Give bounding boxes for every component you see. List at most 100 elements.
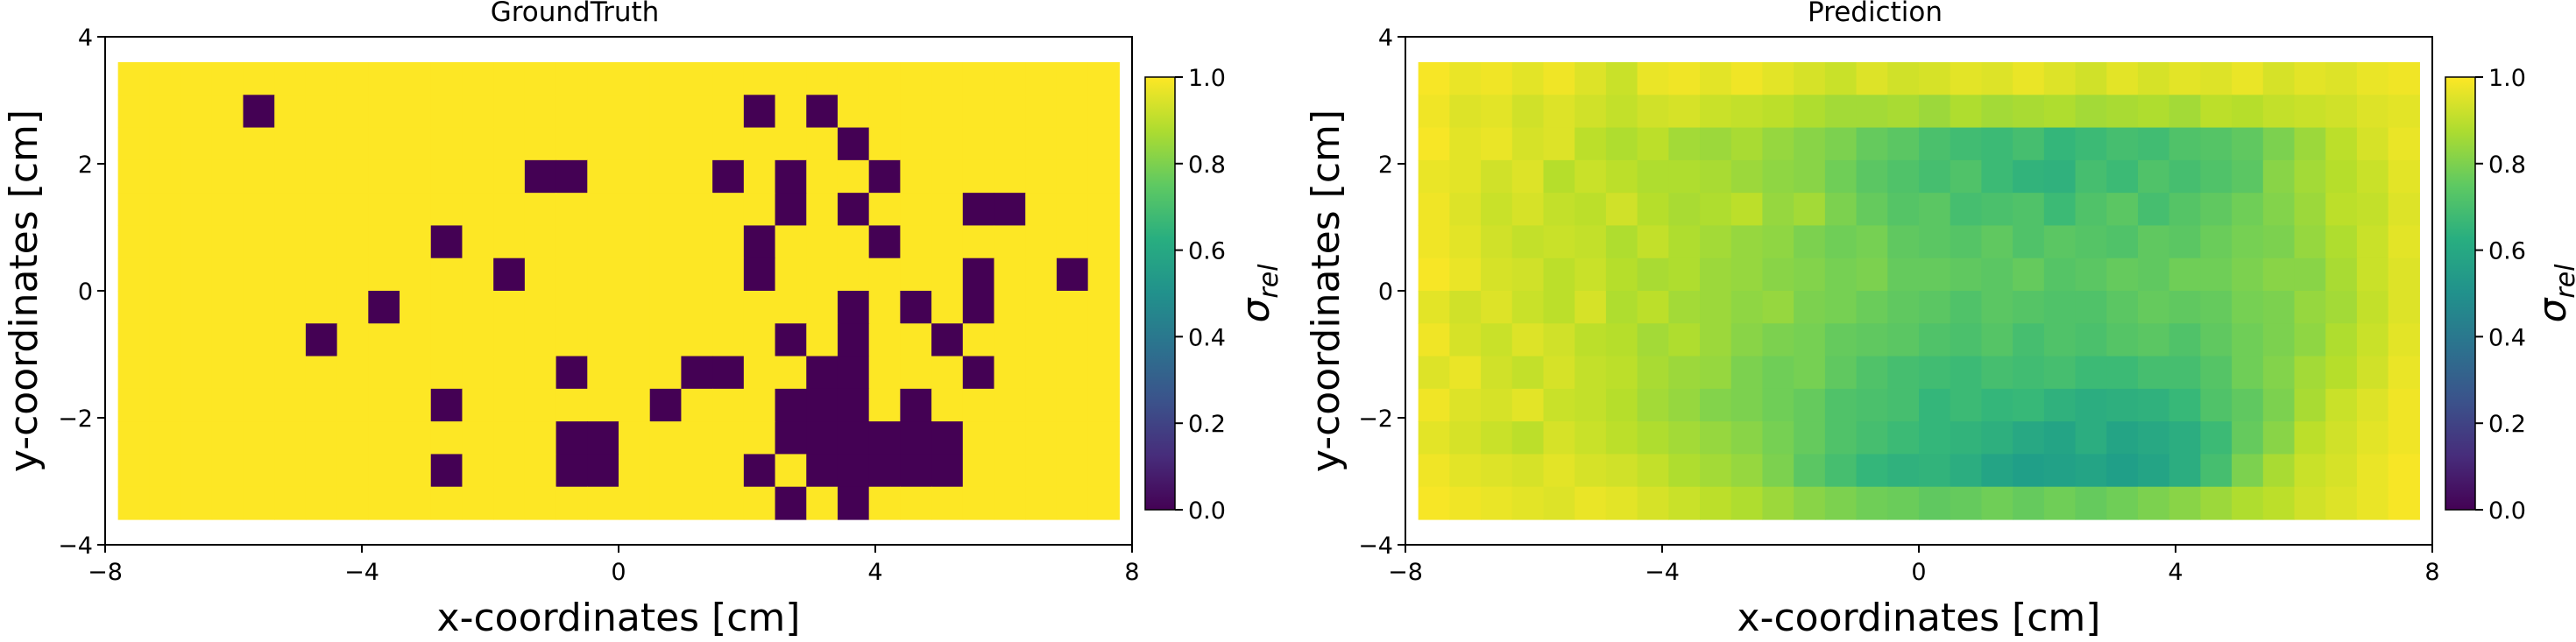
- heatmap-cell: [117, 95, 150, 129]
- heatmap-cell: [900, 454, 932, 488]
- heatmap-cell: [2294, 486, 2326, 520]
- heatmap-cell: [1950, 388, 1983, 422]
- heatmap-cell: [493, 193, 526, 227]
- heatmap-cell: [1056, 323, 1089, 357]
- heatmap-cell: [1668, 258, 1701, 292]
- heatmap-cell: [2137, 193, 2170, 227]
- heatmap-cell: [931, 193, 964, 227]
- heatmap-cell: [1762, 127, 1794, 161]
- heatmap-cell: [211, 323, 244, 357]
- heatmap-cell: [2013, 454, 2045, 488]
- heatmap-cell: [2169, 62, 2201, 95]
- heatmap-cell: [274, 159, 307, 194]
- heatmap-cell: [931, 388, 964, 422]
- heatmap-cell: [743, 454, 776, 488]
- heatmap-cell: [681, 388, 713, 422]
- heatmap-cell: [649, 127, 683, 161]
- heatmap-cell: [2137, 388, 2170, 422]
- heatmap-cell: [2169, 193, 2201, 227]
- heatmap-cell: [462, 454, 494, 488]
- heatmap-cell: [1668, 421, 1701, 455]
- heatmap-cell: [117, 421, 150, 455]
- heatmap-cell: [1824, 225, 1858, 259]
- heatmap-cell: [336, 454, 369, 488]
- heatmap-cell: [900, 388, 932, 422]
- heatmap-cell: [2137, 454, 2170, 488]
- heatmap-cell: [994, 193, 1026, 227]
- heatmap-cell: [149, 356, 181, 390]
- heatmap-cell: [2262, 486, 2296, 520]
- heatmap-cell: [1543, 291, 1575, 324]
- heatmap-cell: [994, 159, 1026, 194]
- heatmap-cell: [1025, 454, 1058, 488]
- heatmap-cell: [1887, 291, 1920, 324]
- heatmap-cell: [1981, 193, 2013, 227]
- heatmap-cell: [1950, 486, 1983, 520]
- heatmap-cell: [1887, 95, 1920, 129]
- heatmap-cell: [587, 388, 619, 422]
- heatmap-cell: [2137, 323, 2170, 357]
- heatmap-cell: [1887, 225, 1920, 259]
- heatmap-cell: [681, 291, 713, 324]
- heatmap-cell: [649, 95, 683, 129]
- heatmap-cell: [149, 193, 181, 227]
- heatmap-cell: [1087, 62, 1120, 95]
- heatmap-cell: [837, 486, 870, 520]
- heatmap-cell: [587, 95, 619, 129]
- heatmap-cell: [556, 127, 588, 161]
- heatmap-cell: [1824, 486, 1858, 520]
- heatmap-cell: [2043, 486, 2077, 520]
- heatmap-cell: [1794, 159, 1826, 194]
- heatmap-cell: [462, 225, 494, 259]
- heatmap-cell: [2388, 323, 2420, 357]
- heatmap-cell: [2106, 159, 2139, 194]
- heatmap-cell: [117, 62, 150, 95]
- heatmap-cell: [1887, 193, 1920, 227]
- heatmap-cell: [1762, 258, 1794, 292]
- heatmap-cell: [274, 225, 307, 259]
- heatmap-cell: [117, 486, 150, 520]
- heatmap-cell: [1575, 225, 1607, 259]
- heatmap-cell: [1543, 388, 1575, 422]
- heatmap-cell: [2200, 323, 2233, 357]
- heatmap-cell: [712, 127, 745, 161]
- heatmap-cell: [1449, 159, 1482, 194]
- heatmap-cell: [493, 486, 526, 520]
- heatmap-cell: [1887, 258, 1920, 292]
- heatmap-cell: [305, 127, 338, 161]
- colorbar-label-subscript: rel: [2551, 264, 2576, 299]
- heatmap-cell: [1481, 486, 1513, 520]
- heatmap-cell: [305, 225, 338, 259]
- heatmap-cell: [1730, 95, 1764, 129]
- heatmap-cell: [619, 421, 651, 455]
- heatmap-cell: [524, 258, 557, 292]
- heatmap-cell: [1637, 159, 1669, 194]
- x-axis-ticks: −8 −4 0 4 8: [88, 545, 1140, 586]
- heatmap-cell: [712, 159, 745, 194]
- heatmap-cell: [837, 323, 870, 357]
- heatmap-cell: [2137, 291, 2170, 324]
- heatmap-cell: [2043, 95, 2077, 129]
- heatmap-cell: [211, 62, 244, 95]
- heatmap-cell: [1087, 388, 1120, 422]
- heatmap-cell: [524, 225, 557, 259]
- heatmap-cell: [619, 193, 651, 227]
- heatmap-cell: [1418, 193, 1450, 227]
- heatmap-cell: [1794, 95, 1826, 129]
- heatmap-cell: [274, 291, 307, 324]
- heatmap-cell: [556, 193, 588, 227]
- colorbar-tick-label: 0.0: [2488, 497, 2526, 525]
- heatmap-cell: [1575, 159, 1607, 194]
- heatmap-cell: [2106, 95, 2139, 129]
- heatmap-cell: [117, 388, 150, 422]
- heatmap-cell: [1700, 127, 1732, 161]
- heatmap-cell: [117, 323, 150, 357]
- heatmap-cell: [649, 291, 683, 324]
- heatmap-cell: [243, 225, 275, 259]
- heatmap-cell: [2013, 159, 2045, 194]
- heatmap-cell: [681, 356, 713, 390]
- heatmap-cell: [1543, 421, 1575, 455]
- heatmap-cell: [2106, 388, 2139, 422]
- heatmap-cell: [994, 356, 1026, 390]
- heatmap-cell: [1700, 258, 1732, 292]
